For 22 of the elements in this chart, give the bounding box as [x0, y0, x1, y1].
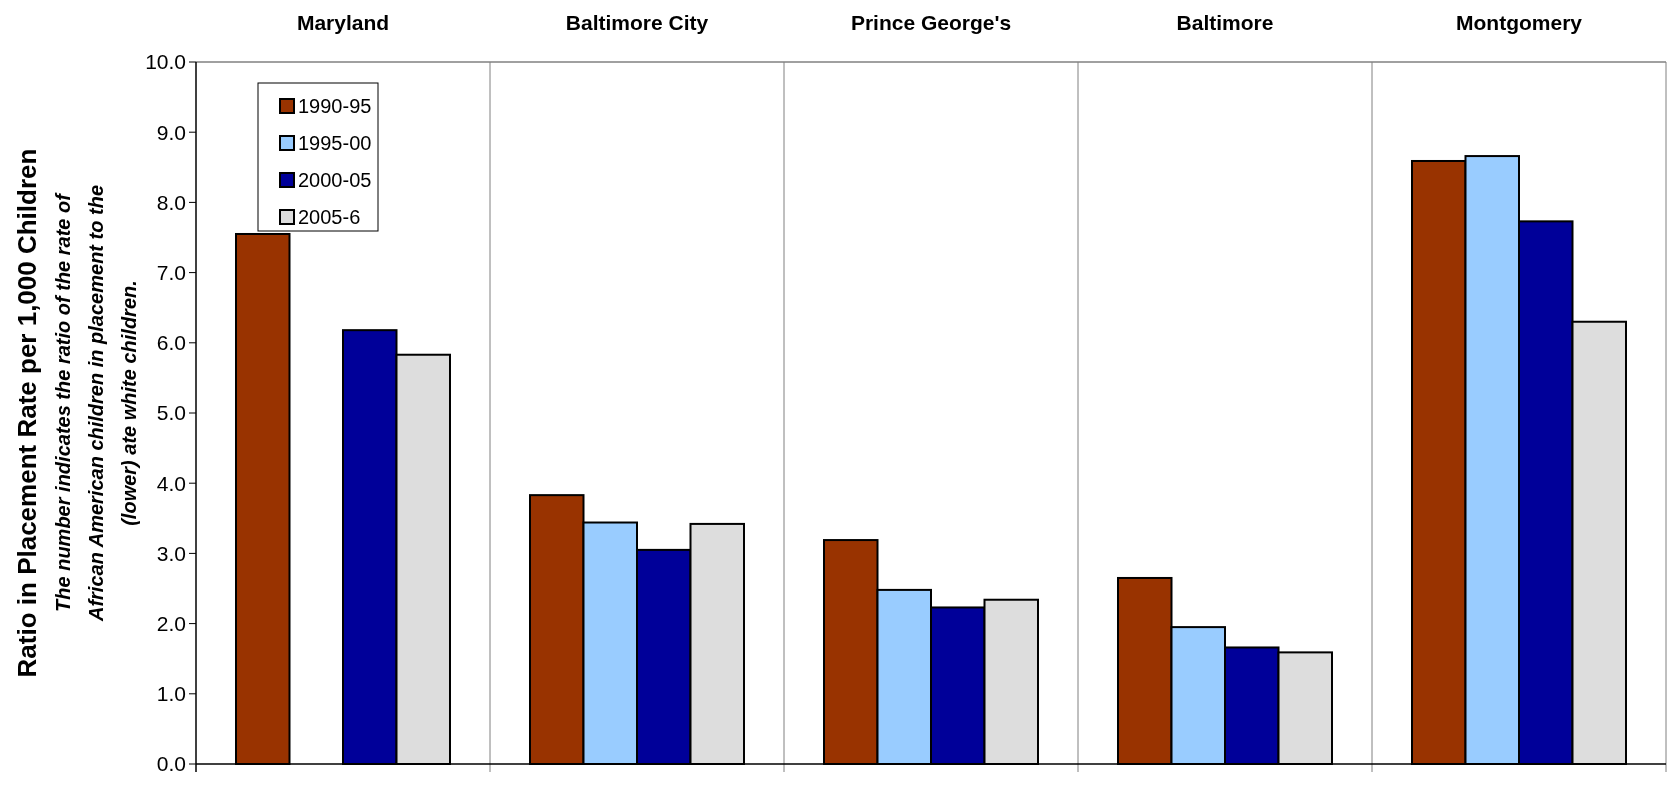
legend-label: 1995-00: [298, 132, 372, 154]
x-tick-label: Montgomery: [1456, 11, 1583, 34]
y-tick-label: 0.0: [156, 752, 186, 776]
y-tick-label: 6.0: [156, 331, 186, 355]
legend-label: 2000-05: [298, 169, 372, 191]
x-tick-label: Prince George's: [850, 11, 1012, 34]
text: The number indicates the ratio of the rate of African American children in placement to the (lower) ate white children.: [52, 184, 140, 623]
y-tick-label: 3.0: [156, 541, 186, 565]
x-tick-label: Maryland: [296, 11, 390, 34]
y-tick-label: 2.0: [156, 611, 186, 635]
y-tick-label: 8.0: [156, 190, 186, 214]
legend-label: 2005-6: [298, 206, 361, 228]
legend-label: 1990-95: [298, 95, 372, 117]
y-tick-label: 5.0: [156, 401, 186, 425]
x-tick-label: Baltimore: [1176, 11, 1274, 34]
y-tick-label: 1.0: [156, 682, 186, 706]
y-tick-label: 7.0: [156, 260, 186, 284]
y-tick-label: 9.0: [156, 120, 186, 144]
y-axis-title: Ratio in Placement Rate per 1,000 Children: [12, 148, 42, 678]
y-tick-label: 10.0: [145, 50, 186, 74]
x-tick-label: Baltimore City: [565, 11, 709, 34]
y-tick-label: 4.0: [156, 471, 186, 495]
